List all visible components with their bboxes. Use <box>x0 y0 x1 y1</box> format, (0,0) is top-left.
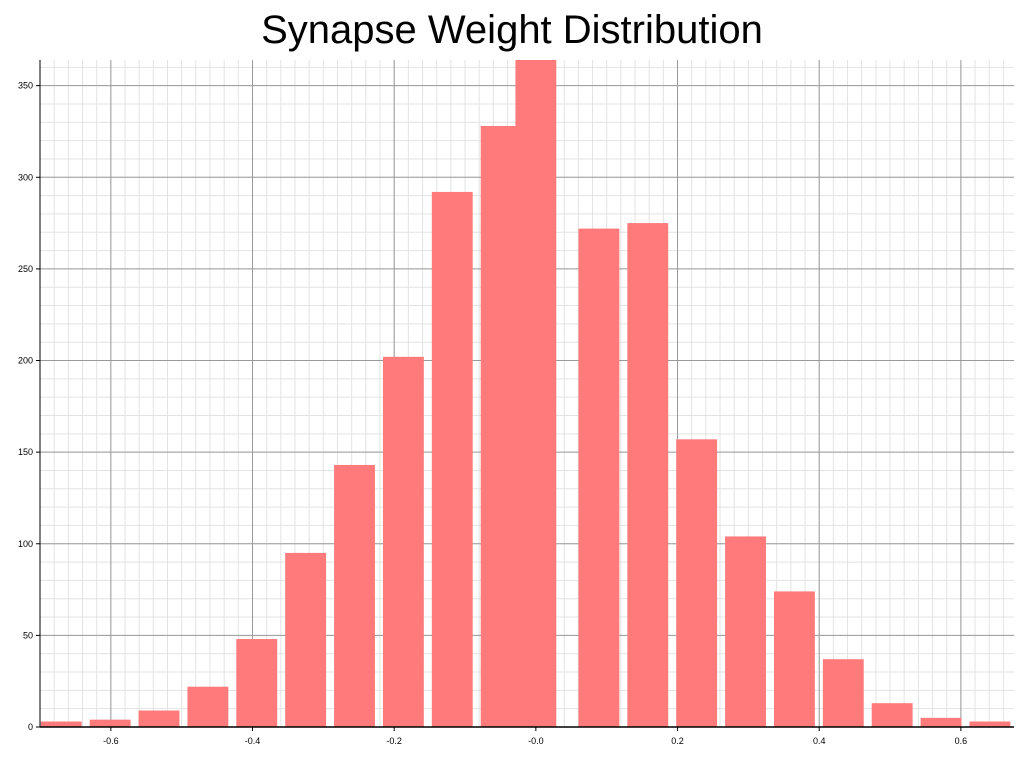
y-tick-label: 150 <box>18 447 33 457</box>
y-tick-label: 350 <box>18 81 33 91</box>
x-tick-label: 0.4 <box>813 736 826 746</box>
x-tick-label: -0.2 <box>386 736 402 746</box>
histogram-bar-14 <box>725 536 766 727</box>
x-tick-label: 0.2 <box>671 736 684 746</box>
x-tick-label: -0.6 <box>103 736 119 746</box>
y-tick-label: 250 <box>18 264 33 274</box>
y-tick-label: 300 <box>18 172 33 182</box>
histogram-bar-8 <box>431 191 473 727</box>
histogram-bar-3 <box>187 686 229 727</box>
histogram-bar-5 <box>285 552 327 727</box>
y-tick-label: 50 <box>23 630 33 640</box>
histogram-bar-18 <box>920 717 962 727</box>
histogram-bar-11 <box>578 228 620 728</box>
histogram-bar-7 <box>382 356 424 727</box>
x-tick-label: -0.0 <box>528 736 544 746</box>
x-tick-label: 0.6 <box>955 736 968 746</box>
chart-title: Synapse Weight Distribution <box>261 8 763 52</box>
y-tick-label: 200 <box>18 356 33 366</box>
y-tick-label: 0 <box>28 722 33 732</box>
y-tick-label: 100 <box>18 539 33 549</box>
histogram-bar-2 <box>138 710 180 727</box>
histogram-bar-4 <box>236 639 278 727</box>
histogram-bar-15 <box>773 591 815 727</box>
histogram-bar-12 <box>627 223 669 728</box>
x-tick-label: -0.4 <box>245 736 261 746</box>
histogram-bar-13 <box>676 439 718 727</box>
histogram-bar-19 <box>969 721 1011 727</box>
histogram-bar-17 <box>871 703 913 727</box>
histogram-bar-1 <box>89 719 131 727</box>
histogram-bar-6 <box>334 464 375 727</box>
histogram-bar-0 <box>40 721 82 727</box>
histogram-bar-10 <box>515 60 557 727</box>
histogram-bar-16 <box>822 659 864 727</box>
histogram-bar-9 <box>480 125 522 727</box>
